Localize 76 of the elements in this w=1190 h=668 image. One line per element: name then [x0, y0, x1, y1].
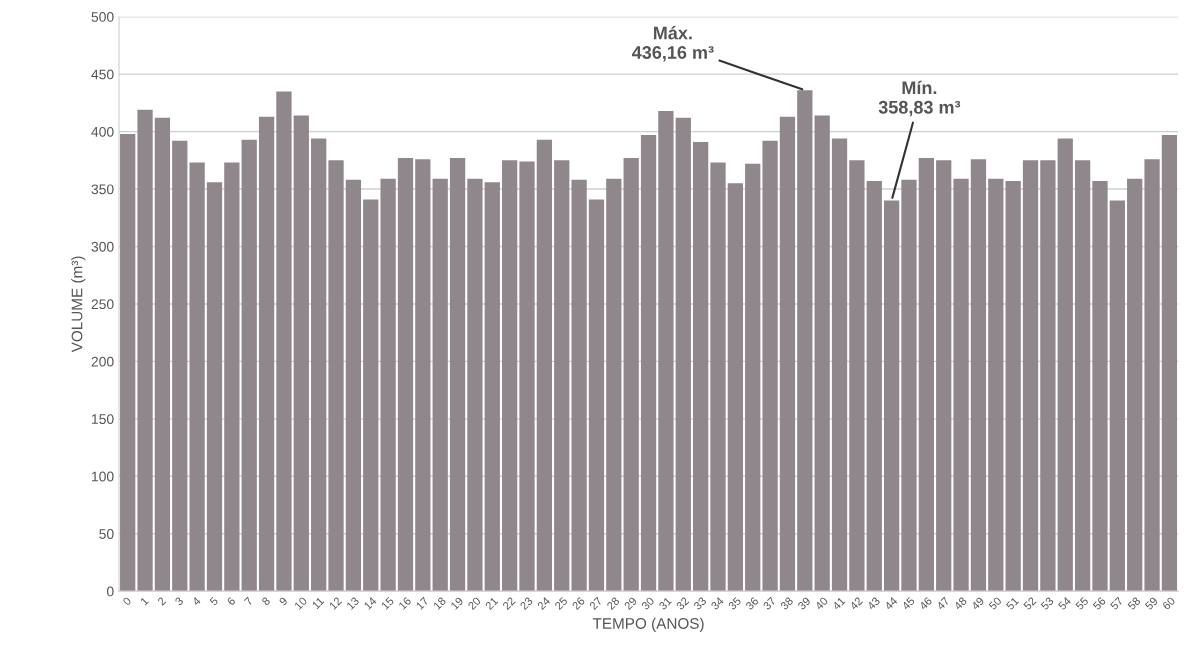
y-tick-label: 200 — [91, 356, 114, 367]
x-tick-label: 51 — [1005, 596, 1020, 611]
x-tick-label: 44 — [884, 596, 898, 611]
x-tick-label: 12 — [328, 596, 343, 610]
x-tick-label: 36 — [745, 596, 759, 611]
y-tick-label: 500 — [91, 12, 114, 22]
x-tick-label: 15 — [380, 596, 395, 610]
x-tick-label: 52 — [1023, 596, 1037, 611]
x-tick-label: 37 — [762, 596, 777, 611]
x-tick-label: 46 — [918, 596, 933, 611]
y-tick-label: 50 — [99, 529, 114, 539]
x-tick-label: 39 — [797, 596, 811, 611]
x-tick-label: 22 — [502, 596, 516, 611]
x-tick-label: 60 — [1161, 596, 1176, 611]
x-tick-label: 53 — [1040, 596, 1055, 611]
x-tick-label: 17 — [415, 596, 429, 610]
x-tick-label: 1 — [140, 596, 149, 606]
x-tick-label: 35 — [727, 596, 742, 611]
x-tick-label: 57 — [1109, 596, 1124, 611]
x-tick-label: 9 — [278, 596, 288, 606]
y-tick-label: 0 — [106, 586, 114, 597]
x-tick-label: 14 — [363, 596, 377, 610]
x-tick-label: 41 — [831, 596, 846, 611]
x-tick-label: 19 — [450, 596, 464, 610]
x-tick-label: 20 — [467, 596, 482, 611]
x-tick-label: 16 — [398, 596, 412, 610]
y-axis-title: VOLUME (m³) — [71, 256, 86, 353]
x-tick-label: 3 — [174, 596, 184, 606]
x-tick-label: 33 — [693, 596, 707, 611]
x-tick-label: 48 — [953, 596, 968, 611]
x-tick-label: 58 — [1127, 596, 1141, 611]
y-tick-label: 350 — [91, 184, 114, 195]
x-axis-title: TEMPO (ANOS) — [592, 617, 704, 632]
x-tick-label: 13 — [346, 596, 360, 610]
x-tick-label: 42 — [849, 596, 863, 611]
x-tick-label: 2 — [157, 596, 167, 606]
y-tick-label: 400 — [91, 126, 114, 137]
x-tick-label: 8 — [261, 596, 271, 606]
x-tick-label: 38 — [779, 596, 794, 611]
x-tick-label: 11 — [311, 596, 325, 610]
x-tick-label: 59 — [1144, 596, 1159, 611]
x-tick-label: 26 — [571, 596, 586, 611]
x-tick-label: 40 — [814, 596, 829, 611]
y-tick-label: 250 — [91, 299, 114, 310]
x-tick-label: 5 — [209, 596, 219, 606]
y-tick-label: 450 — [91, 69, 114, 80]
x-tick-label: 24 — [536, 596, 551, 611]
y-tick-label: 150 — [92, 414, 114, 425]
x-tick-label: 54 — [1057, 596, 1072, 611]
x-tick-label: 31 — [658, 596, 673, 611]
x-tick-label: 30 — [641, 596, 655, 611]
x-tick-label: 34 — [710, 596, 725, 611]
x-tick-label: 28 — [606, 596, 620, 611]
y-tick-label: 300 — [91, 241, 114, 252]
x-tick-label: 43 — [866, 596, 881, 611]
x-tick-label: 0 — [122, 596, 132, 606]
x-tick-label: 21 — [484, 596, 499, 611]
x-tick-label: 18 — [432, 596, 447, 610]
y-tick-label: 100 — [92, 471, 114, 482]
x-tick-label: 29 — [623, 596, 638, 611]
x-tick-label: 49 — [970, 596, 985, 611]
x-tick-label: 45 — [901, 596, 916, 611]
x-tick-label: 56 — [1092, 596, 1107, 611]
x-tick-label: 10 — [294, 596, 308, 610]
x-tick-label: 32 — [675, 596, 690, 611]
x-tick-label: 50 — [988, 596, 1002, 611]
x-tick-label: 47 — [936, 596, 950, 611]
x-tick-label: 7 — [244, 596, 254, 606]
annotation: Mín. 358,83 m³ — [878, 80, 961, 117]
x-tick-label: 27 — [589, 596, 603, 611]
x-tick-label: 23 — [519, 596, 534, 611]
x-tick-label: 55 — [1075, 596, 1089, 611]
annotation: Máx. 436,16 m³ — [631, 26, 714, 62]
x-tick-label: 6 — [226, 596, 236, 606]
x-tick-label: 25 — [554, 596, 568, 611]
x-tick-label: 4 — [191, 596, 202, 606]
